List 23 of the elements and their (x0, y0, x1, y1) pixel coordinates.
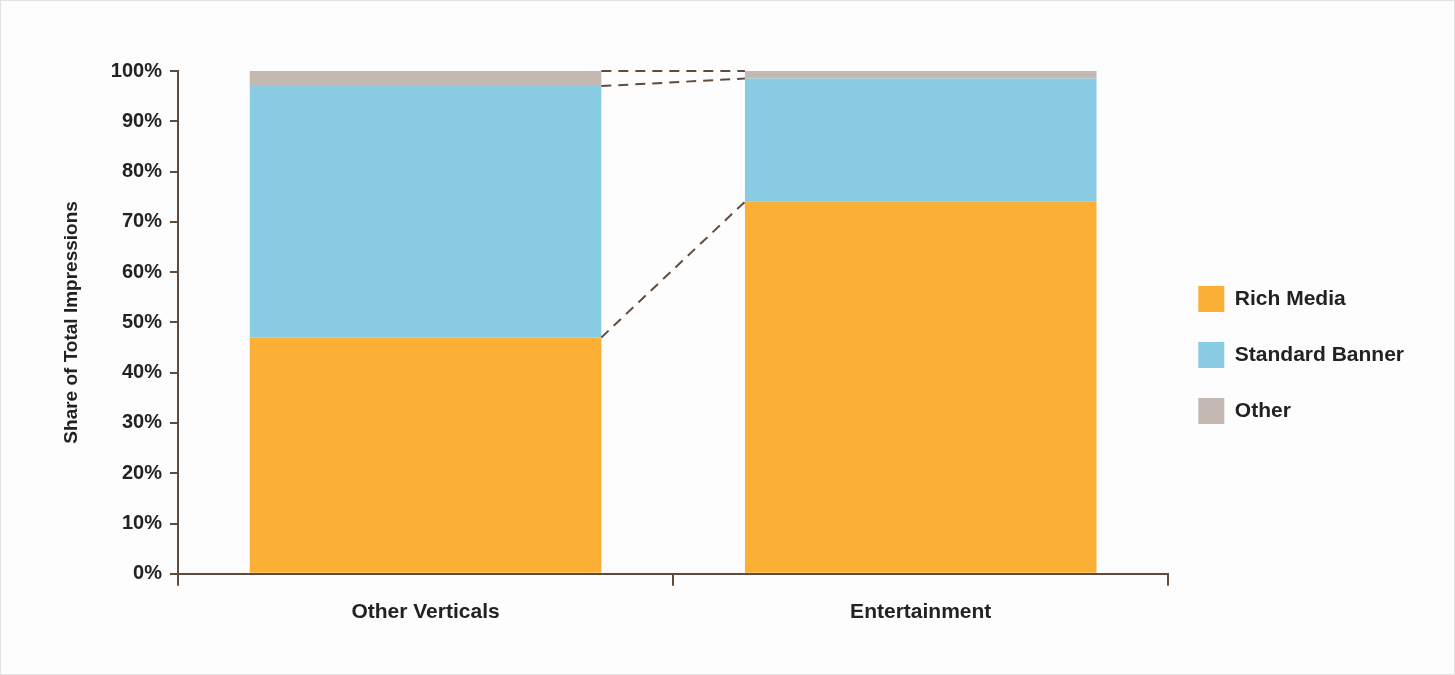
bar (249, 71, 602, 87)
y-tick-label: 0% (133, 561, 163, 584)
y-tick-label: 70% (121, 209, 163, 232)
y-tick-label: 100% (110, 58, 163, 81)
legend-label: Rich Media (1234, 285, 1346, 309)
y-tick-label: 90% (121, 108, 163, 131)
y-tick-label: 10% (121, 511, 163, 534)
y-tick-label: 20% (121, 460, 163, 483)
bar (744, 71, 1097, 79)
legend-label: Other (1234, 397, 1291, 421)
y-tick-label: 40% (121, 360, 163, 383)
legend-label: Standard Banner (1234, 341, 1404, 365)
bar (744, 201, 1097, 573)
y-tick-label: 30% (121, 410, 163, 433)
bar (744, 78, 1097, 202)
bar (249, 337, 602, 573)
y-tick-label: 60% (121, 259, 163, 282)
x-tick-label: Other Verticals (351, 599, 500, 623)
bar (249, 86, 602, 338)
x-tick-label: Entertainment (850, 599, 992, 623)
y-tick-label: 80% (121, 159, 163, 182)
y-axis-title: Share of Total Impressions (59, 201, 81, 444)
y-tick-label: 50% (121, 309, 163, 332)
